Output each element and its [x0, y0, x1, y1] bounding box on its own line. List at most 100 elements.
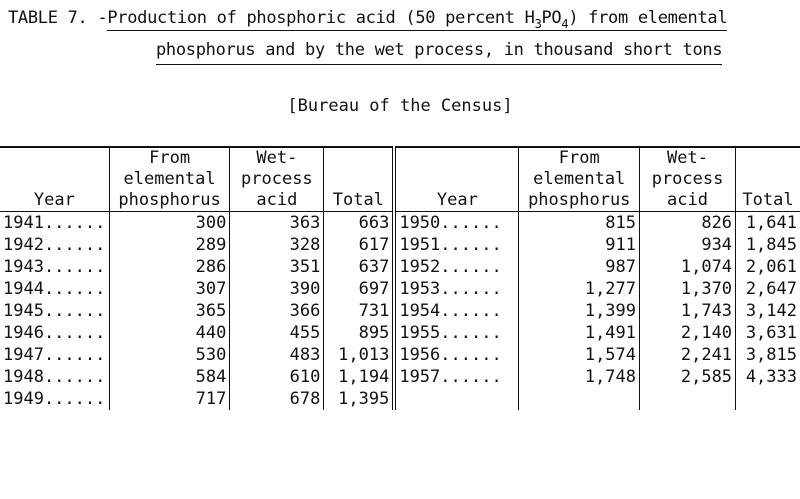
title-line1-end: ) from elemental	[568, 8, 728, 28]
wet-right-cell: 934	[639, 234, 737, 256]
elemental-left-cell: 440	[109, 322, 231, 344]
total-left-cell: 1,194	[323, 366, 397, 388]
table-row: 1946...... 440 455 895 1955...... 1,491 2,140 3…	[0, 322, 800, 344]
title-main: Production of phosphoric acid (50 percen…	[107, 8, 535, 28]
source-note: [Bureau of the Census]	[287, 96, 513, 116]
year-right-cell: 1952......	[394, 256, 520, 278]
elemental-left-cell: 300	[109, 211, 231, 234]
wet-right-cell: 826	[639, 211, 737, 234]
wet-left-cell: 678	[229, 388, 325, 410]
header-wet-left: Wet- process acid	[229, 146, 325, 212]
year-right-cell: 1953......	[394, 278, 520, 300]
header-row: Year From elemental phosphorus Wet- proc…	[0, 146, 800, 212]
wet-right-cell: 1,370	[639, 278, 737, 300]
elemental-right-cell: 1,277	[518, 278, 641, 300]
wet-left-cell: 455	[229, 322, 325, 344]
total-right-cell: 1,641	[745, 213, 797, 233]
year-left-cell: 1944......	[0, 278, 110, 300]
table-row: 1945...... 365 366 731 1954...... 1,399 1,743 3…	[0, 300, 800, 322]
total-left-cell: 617	[323, 234, 397, 256]
total-right-cell: 1,845	[745, 235, 797, 255]
formula-subscript-3: 3	[534, 17, 542, 31]
elemental-right-cell: 1,574	[518, 344, 641, 366]
total-right-cell: 3,815	[745, 345, 797, 365]
year-left-cell: 1947......	[0, 344, 110, 366]
total-right-cell: 3,142	[745, 301, 797, 321]
year-left-cell: 1941......	[0, 211, 110, 234]
wet-left-cell: 351	[229, 256, 325, 278]
header-elemental-left: From elemental phosphorus	[109, 146, 231, 212]
wet-right-cell: 1,074	[639, 256, 737, 278]
elemental-left-cell: 530	[109, 344, 231, 366]
year-right-cell	[394, 388, 520, 410]
wet-left-cell: 328	[229, 234, 325, 256]
total-left-cell: 731	[323, 300, 397, 322]
elemental-right-cell: 1,491	[518, 322, 641, 344]
title-line-1: TABLE 7. - Production of phosphoric acid…	[8, 4, 788, 33]
wet-right-cell: 2,585	[639, 366, 737, 388]
wet-left-cell: 390	[229, 278, 325, 300]
table-row: 1943...... 286 351 637 1952...... 987 1,074 2,0…	[0, 256, 800, 278]
production-table: Year From elemental phosphorus Wet- proc…	[0, 146, 800, 410]
wet-left-cell: 363	[229, 211, 325, 234]
formula-po: PO	[541, 8, 562, 28]
year-left-cell: 1949......	[0, 388, 110, 410]
wet-right-cell: 2,140	[639, 322, 737, 344]
title-underlined-text: Production of phosphoric acid (50 percen…	[107, 8, 728, 31]
total-left-cell: 637	[323, 256, 397, 278]
year-left-cell: 1943......	[0, 256, 110, 278]
table-row: 1948...... 584 610 1,194 1957...... 1,748 2,58…	[0, 366, 800, 388]
year-left-cell: 1942......	[0, 234, 110, 256]
elemental-left-cell: 286	[109, 256, 231, 278]
total-left-cell: 1,395	[323, 388, 397, 410]
wet-left-cell: 483	[229, 344, 325, 366]
elemental-right-cell: 911	[518, 234, 641, 256]
total-left-cell: 663	[323, 211, 397, 234]
formula-subscript-4: 4	[561, 17, 569, 31]
table-row: 1947...... 530 483 1,013 1956...... 1,574 2,24…	[0, 344, 800, 366]
year-right-cell: 1954......	[394, 300, 520, 322]
year-right-cell: 1951......	[394, 234, 520, 256]
table-row: 1941...... 300 363 663 1950...... 815 826 1,641	[0, 211, 800, 234]
elemental-left-cell: 365	[109, 300, 231, 322]
elemental-left-cell: 584	[109, 366, 231, 388]
year-right-cell: 1957......	[394, 366, 520, 388]
year-left-cell: 1946......	[0, 322, 110, 344]
wet-right-cell: 1,743	[639, 300, 737, 322]
year-left-cell: 1945......	[0, 300, 110, 322]
year-right-cell: 1955......	[394, 322, 520, 344]
table-title: TABLE 7. - Production of phosphoric acid…	[8, 4, 788, 33]
header-total-left: Total	[323, 146, 397, 212]
header-year-left: Year	[0, 146, 110, 212]
header-year-right: Year	[394, 146, 520, 212]
header-total-right: Total	[735, 146, 800, 212]
wet-left-cell: 610	[229, 366, 325, 388]
elemental-right-cell	[518, 388, 641, 410]
total-left-cell: 1,013	[323, 344, 397, 366]
total-right-cell: 2,647	[745, 279, 797, 299]
elemental-left-cell: 717	[109, 388, 231, 410]
year-right-cell: 1950......	[394, 211, 520, 234]
total-right-cell: 3,631	[745, 323, 797, 343]
total-right-cell	[736, 388, 800, 410]
elemental-left-cell: 289	[109, 234, 231, 256]
title-line-2: phosphorus and by the wet process, in th…	[156, 36, 723, 65]
total-right-cell: 2,061	[745, 257, 797, 277]
elemental-right-cell: 1,748	[518, 366, 641, 388]
table-body: 1941...... 300 363 663 1950...... 815 826 1,641…	[0, 211, 800, 410]
year-left-cell: 1948......	[0, 366, 110, 388]
wet-right-cell: 2,241	[639, 344, 737, 366]
elemental-right-cell: 815	[518, 211, 641, 234]
header-elemental-right: From elemental phosphorus	[518, 146, 641, 212]
elemental-right-cell: 987	[518, 256, 641, 278]
total-left-cell: 697	[323, 278, 397, 300]
header-wet-right: Wet- process acid	[639, 146, 737, 212]
elemental-left-cell: 307	[109, 278, 231, 300]
year-right-cell: 1956......	[394, 344, 520, 366]
table-row: 1944...... 307 390 697 1953...... 1,277 1,370 2…	[0, 278, 800, 300]
wet-right-cell	[639, 388, 737, 410]
wet-left-cell: 366	[229, 300, 325, 322]
table-row: 1942...... 289 328 617 1951...... 911 934 1,845	[0, 234, 800, 256]
total-left-cell: 895	[323, 322, 397, 344]
total-right-cell: 4,333	[745, 367, 797, 387]
